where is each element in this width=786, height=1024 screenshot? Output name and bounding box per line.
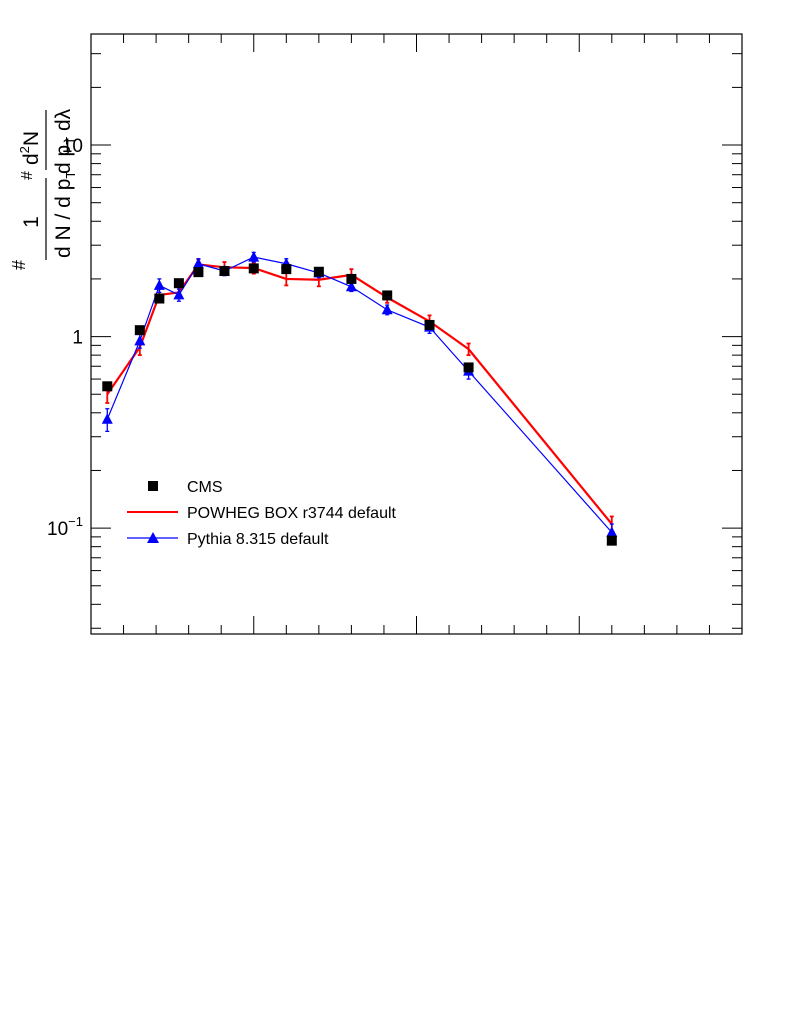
data-point-square bbox=[154, 293, 165, 304]
data-point-square bbox=[463, 362, 474, 373]
legend-label-pythia: Pythia 8.315 default bbox=[187, 531, 329, 548]
data-point-triangle bbox=[606, 526, 618, 537]
legend-label-powheg: POWHEG BOX r3744 default bbox=[187, 505, 397, 522]
legend-marker-pythia bbox=[147, 532, 159, 543]
data-point-square bbox=[134, 325, 145, 336]
y-label-factor-den: d N / d pT bbox=[52, 171, 78, 258]
data-point-square bbox=[424, 319, 435, 330]
y-label-main-num: d2N bbox=[17, 131, 43, 165]
data-point-triangle bbox=[192, 257, 204, 269]
legend-marker-cms bbox=[148, 481, 158, 491]
y-tick-label: 1 bbox=[72, 328, 83, 349]
legend-label-cms: CMS bbox=[187, 479, 223, 496]
data-point-triangle bbox=[248, 251, 260, 262]
y-axis-label: # 1 d N / d pT # d2N d pT dλ bbox=[9, 108, 78, 270]
data-point-square bbox=[193, 267, 204, 278]
data-point-square bbox=[606, 535, 617, 546]
data-point-square bbox=[382, 290, 393, 301]
data-point-triangle bbox=[101, 413, 113, 424]
data-point-triangle bbox=[381, 303, 393, 315]
y-label-factor-num: 1 bbox=[20, 216, 43, 228]
data-point-square bbox=[281, 264, 292, 275]
data-point-triangle bbox=[153, 279, 165, 290]
data-point-square bbox=[219, 265, 230, 276]
y-tick-label: 10 bbox=[62, 136, 83, 157]
y-label-main-den: d pT dλ bbox=[52, 108, 78, 174]
y-tick-labels: 10−1 1 10 bbox=[47, 136, 83, 540]
data-point-triangle bbox=[345, 280, 357, 292]
y-axis-ticks bbox=[91, 53, 742, 629]
y-label-hash-top: # bbox=[9, 260, 29, 270]
data-point-square bbox=[173, 278, 184, 289]
y-label-hash-mid: # bbox=[19, 171, 36, 180]
legend: CMS POWHEG BOX r3744 default Pythia 8.31… bbox=[127, 479, 397, 548]
data-point-triangle bbox=[173, 288, 185, 300]
data-point-square bbox=[248, 263, 259, 274]
data-point-square bbox=[102, 381, 113, 392]
data-point-square bbox=[346, 273, 357, 284]
data-point-square bbox=[313, 266, 324, 277]
series-cms bbox=[102, 263, 617, 546]
data-point-triangle bbox=[134, 334, 146, 346]
x-axis-ticks bbox=[90, 34, 743, 634]
y-tick-label: 10−1 bbox=[47, 514, 83, 540]
